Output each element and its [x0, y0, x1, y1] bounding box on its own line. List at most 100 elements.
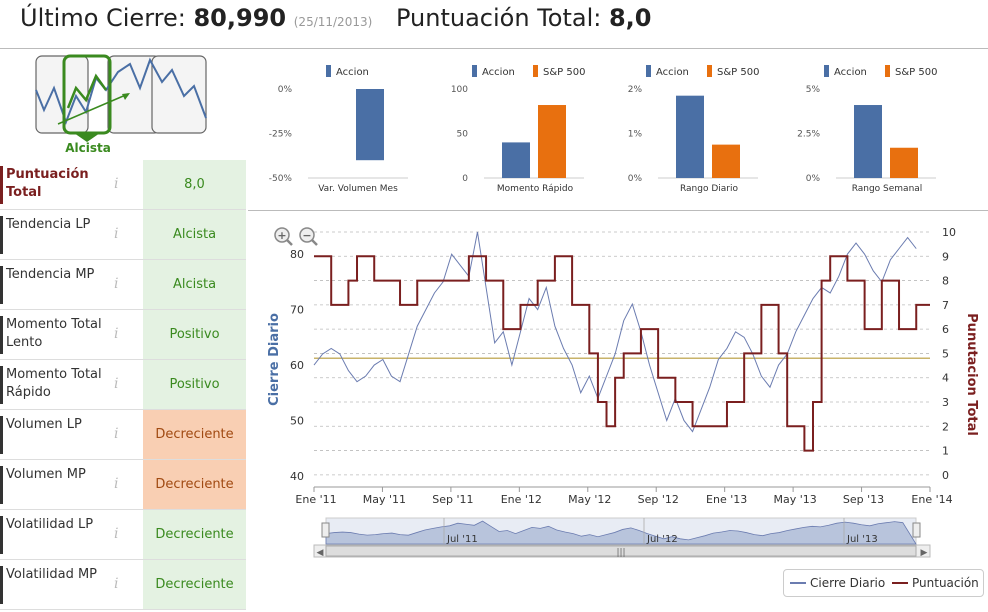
scroll-right-icon[interactable]: ▶ — [921, 548, 928, 558]
total-score-value: 8,0 — [608, 4, 652, 32]
score-row: Volatilidad MP i Decreciente — [0, 560, 246, 610]
navigator-series — [325, 520, 917, 545]
total-score: Puntuación Total: 8,0 — [396, 4, 651, 32]
legend-label: S&P 500 — [543, 67, 585, 78]
legend-swatch — [824, 65, 829, 77]
row-marker — [0, 416, 3, 454]
x-tick-label: Sep '11 — [432, 493, 473, 506]
tick-label: 100 — [451, 85, 468, 95]
bar — [538, 105, 566, 178]
legend-price-label: Cierre Diario — [810, 576, 885, 590]
x-tick-label: Sep '13 — [843, 493, 884, 506]
info-icon[interactable]: i — [114, 326, 119, 342]
bar — [890, 147, 918, 178]
zoom-out-icon-glyph: − — [302, 229, 311, 242]
y2-tick-label: 2 — [942, 420, 949, 433]
legend-label: Accion — [336, 67, 369, 78]
legend-label: Accion — [834, 67, 867, 78]
info-icon[interactable]: i — [114, 276, 119, 292]
score-label: Momento Total Rápido — [6, 367, 102, 400]
y2-tick-label: 7 — [942, 299, 949, 312]
score-row: Momento Total Lento i Positivo — [0, 310, 246, 360]
info-icon[interactable]: i — [114, 376, 119, 392]
score-value: Alcista — [143, 260, 246, 309]
y2-axis-title: Punutacion Total — [964, 313, 979, 436]
y-tick-label: 80 — [290, 248, 304, 261]
info-icon[interactable]: i — [114, 476, 119, 492]
row-marker — [0, 366, 3, 404]
x-tick-label: Sep '12 — [638, 493, 679, 506]
legend-swatch — [533, 65, 538, 77]
score-value: Positivo — [143, 360, 246, 409]
info-icon[interactable]: i — [114, 576, 119, 592]
x-tick-label: Ene '11 — [295, 493, 336, 506]
scrollbar-thumb[interactable] — [325, 545, 917, 557]
score-value: 8,0 — [143, 160, 246, 209]
navigator-handle-left[interactable] — [321, 522, 330, 538]
y2-tick-label: 9 — [942, 250, 949, 263]
y2-tick-label: 0 — [942, 469, 949, 482]
y-axis-title: Cierre Diario — [267, 313, 282, 406]
score-label: Volumen MP — [6, 467, 86, 482]
y2-tick-label: 5 — [942, 347, 949, 360]
x-tick-label: May '12 — [568, 493, 611, 506]
mini-chart-fast-momentum: Accion S&P 500 100 50 0 Momento Rápido — [451, 65, 585, 194]
trend-option-sideways-icon[interactable] — [151, 55, 207, 134]
score-value: Positivo — [143, 310, 246, 359]
legend-swatch — [646, 65, 651, 77]
legend-score-label: Puntuación — [912, 576, 979, 590]
score-label: Puntuación Total — [6, 167, 89, 200]
tick-label: 1% — [628, 130, 643, 140]
trend-arrow-icon — [57, 93, 129, 125]
row-marker — [0, 516, 3, 554]
navigator-handle-right[interactable] — [912, 522, 921, 538]
info-icon[interactable]: i — [114, 176, 119, 192]
navigator-label: Jul '12 — [646, 534, 678, 545]
y2-tick-label: 10 — [942, 226, 956, 239]
score-label: Tendencia MP — [6, 267, 95, 282]
score-row: Volumen LP i Decreciente — [0, 410, 246, 460]
page-header: Último Cierre: 80,990 (25/11/2013) Puntu… — [0, 0, 988, 49]
bar — [854, 105, 882, 178]
row-marker — [0, 166, 3, 204]
y-tick-label: 50 — [290, 414, 304, 427]
x-tick-label: Ene '13 — [706, 493, 747, 506]
score-label: Volumen LP — [6, 417, 82, 432]
x-tick-label: May '13 — [773, 493, 816, 506]
score-label: Volatilidad LP — [6, 517, 94, 532]
legend-swatch — [707, 65, 712, 77]
trend-label: Alcista — [65, 141, 111, 155]
category-label: Var. Volumen Mes — [318, 184, 398, 194]
total-score-label: Puntuación Total: — [396, 4, 602, 32]
x-tick-label: May '11 — [363, 493, 406, 506]
tick-label: 0% — [806, 174, 821, 184]
bar — [712, 144, 740, 178]
zoom-out-icon[interactable]: − — [299, 227, 318, 246]
legend-label: Accion — [656, 67, 689, 78]
info-icon[interactable]: i — [114, 226, 119, 242]
tick-label: 2% — [628, 85, 643, 95]
info-icon[interactable]: i — [114, 426, 119, 442]
x-tick-label: Ene '12 — [501, 493, 542, 506]
trend-pointer-icon — [74, 133, 100, 142]
scroll-left-icon[interactable]: ◀ — [317, 548, 324, 558]
mini-chart-weekly-range: Accion S&P 500 5% 2.5% 0% Rango Semanal — [797, 65, 937, 194]
score-row: Volatilidad LP i Decreciente — [0, 510, 246, 560]
row-marker — [0, 466, 3, 504]
main-chart: 0 1 2 3 4 5 6 7 8 9 10 40 50 60 70 80 Ene '11 May '11 Sep … — [267, 226, 979, 558]
tick-label: 2.5% — [797, 130, 820, 140]
category-label: Rango Semanal — [852, 184, 923, 194]
mini-chart-volume-change: Accion 0% -25% -50% Var. Volumen Mes — [269, 65, 408, 194]
trend-icons — [35, 54, 207, 142]
tick-label: -25% — [269, 130, 293, 140]
y2-tick-label: 1 — [942, 445, 949, 458]
zoom-out-icon-handle — [311, 239, 318, 246]
legend-swatch — [326, 65, 331, 77]
info-icon[interactable]: i — [114, 526, 119, 542]
zoom-in-icon-glyph: + — [277, 229, 286, 242]
tick-label: 0 — [462, 174, 468, 184]
legend-swatch — [472, 65, 477, 77]
navigator-label: Jul '13 — [846, 534, 878, 545]
score-table: Puntuación Total i 8,0 Tendencia LP i Alcista… — [0, 160, 246, 610]
zoom-in-icon[interactable]: + — [274, 227, 293, 246]
